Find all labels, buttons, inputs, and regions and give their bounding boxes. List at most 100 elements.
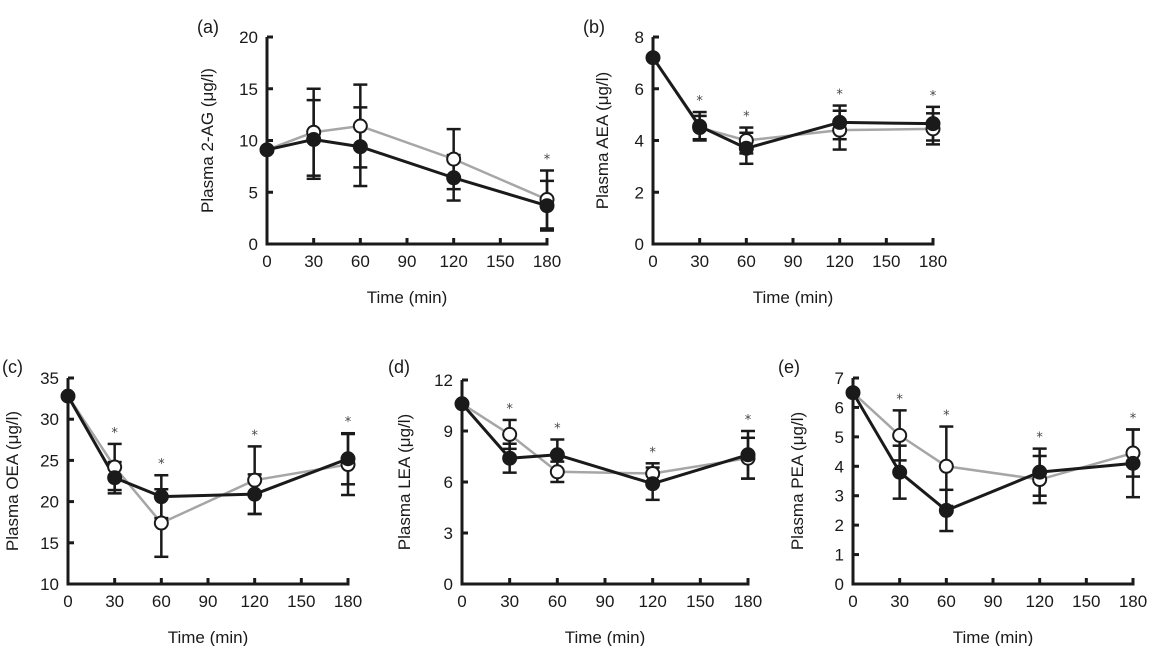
data-point-open xyxy=(502,426,518,442)
significance-asterisk: * xyxy=(1130,412,1137,427)
significance-asterisk: * xyxy=(943,409,950,424)
x-tick-label: 90 xyxy=(398,252,417,271)
y-tick-label: 6 xyxy=(835,398,844,417)
data-point-filled xyxy=(60,388,76,404)
x-axis-title: Time (min) xyxy=(367,288,448,307)
panel-label: (b) xyxy=(583,17,605,37)
x-tick-label: 120 xyxy=(825,252,853,271)
y-tick-label: 0 xyxy=(635,235,644,254)
significance-asterisk: * xyxy=(345,415,352,430)
significance-asterisk: * xyxy=(696,94,703,109)
significance-asterisk: * xyxy=(745,413,752,428)
x-tick-label: 30 xyxy=(690,252,709,271)
y-tick-label: 6 xyxy=(444,473,453,492)
data-point-filled xyxy=(1125,455,1141,471)
x-tick-label: 0 xyxy=(848,592,857,611)
y-tick-label: 7 xyxy=(835,369,844,388)
significance-asterisk: * xyxy=(158,457,165,472)
data-point-open xyxy=(352,118,368,134)
data-point-open xyxy=(549,464,565,480)
panel-label: (e) xyxy=(778,357,800,377)
panel-a: (a) 0 5 10 15 20 0 30 60 90 120 150 180 Time (min) Pla… xyxy=(197,17,561,307)
x-tick-label: 180 xyxy=(919,252,947,271)
data-point-filled xyxy=(107,470,123,486)
y-tick-label: 2 xyxy=(635,183,644,202)
x-tick-label: 90 xyxy=(199,592,218,611)
x-tick-label: 60 xyxy=(351,252,370,271)
y-tick-label: 0 xyxy=(835,575,844,594)
panel-c: (c) 10 15 20 25 30 35 0 30 60 90 120 150 180 Time (min… xyxy=(2,357,362,646)
y-tick-label: 35 xyxy=(40,369,59,388)
x-tick-label: 150 xyxy=(872,252,900,271)
x-tick-label: 30 xyxy=(304,252,323,271)
y-tick-label: 15 xyxy=(40,534,59,553)
y-tick-label: 0 xyxy=(249,235,258,254)
significance-asterisk: * xyxy=(506,402,513,417)
x-tick-label: 0 xyxy=(63,592,72,611)
panel-label: (c) xyxy=(2,357,23,377)
significance-asterisk: * xyxy=(743,110,750,125)
y-tick-label: 30 xyxy=(40,410,59,429)
x-tick-label: 60 xyxy=(937,592,956,611)
y-tick-label: 6 xyxy=(635,80,644,99)
y-tick-label: 8 xyxy=(635,28,644,47)
y-tick-label: 15 xyxy=(239,80,258,99)
data-point-filled xyxy=(539,198,555,214)
y-tick-label: 3 xyxy=(835,487,844,506)
x-axis-title: Time (min) xyxy=(753,288,834,307)
data-point-filled xyxy=(153,489,169,505)
y-tick-label: 0 xyxy=(444,575,453,594)
data-point-filled xyxy=(306,131,322,147)
y-axis-title: Plasma OEA (μg/l) xyxy=(3,411,22,551)
data-point-open xyxy=(938,458,954,474)
data-point-filled xyxy=(352,139,368,155)
x-tick-label: 0 xyxy=(648,252,657,271)
x-tick-label: 30 xyxy=(105,592,124,611)
data-point-filled xyxy=(832,114,848,130)
x-tick-label: 150 xyxy=(686,592,714,611)
x-tick-label: 30 xyxy=(500,592,519,611)
data-point-filled xyxy=(454,396,470,412)
data-point-open xyxy=(892,427,908,443)
y-axis-title: Plasma PEA (μg/l) xyxy=(788,412,807,550)
y-tick-label: 12 xyxy=(434,371,453,390)
x-tick-label: 90 xyxy=(784,252,803,271)
data-point-filled xyxy=(845,385,861,401)
x-tick-label: 120 xyxy=(638,592,666,611)
x-tick-label: 180 xyxy=(334,592,362,611)
x-tick-label: 150 xyxy=(1072,592,1100,611)
data-point-open xyxy=(153,515,169,531)
y-tick-label: 20 xyxy=(40,493,59,512)
y-tick-label: 3 xyxy=(444,524,453,543)
significance-asterisk: * xyxy=(649,445,656,460)
panel-label: (d) xyxy=(388,357,410,377)
x-tick-label: 120 xyxy=(1025,592,1053,611)
significance-asterisk: * xyxy=(111,426,118,441)
x-axis-title: Time (min) xyxy=(953,628,1034,646)
x-tick-label: 180 xyxy=(1119,592,1147,611)
data-point-open xyxy=(446,151,462,167)
y-tick-label: 9 xyxy=(444,422,453,441)
significance-asterisk: * xyxy=(930,89,937,104)
panel-b: (b) 0 2 4 6 8 0 30 60 90 120 150 180 Time (min) Plasma… xyxy=(583,17,947,307)
data-point-filled xyxy=(1032,464,1048,480)
panel-label: (a) xyxy=(197,17,219,37)
x-tick-label: 60 xyxy=(548,592,567,611)
x-tick-label: 180 xyxy=(734,592,762,611)
x-tick-label: 60 xyxy=(737,252,756,271)
data-point-filled xyxy=(738,140,754,156)
data-point-filled xyxy=(549,447,565,463)
x-axis-title: Time (min) xyxy=(168,628,249,646)
y-tick-label: 10 xyxy=(40,575,59,594)
y-tick-label: 20 xyxy=(239,28,258,47)
data-point-filled xyxy=(645,50,661,66)
data-point-filled xyxy=(446,170,462,186)
significance-asterisk: * xyxy=(554,422,561,437)
x-axis-title: Time (min) xyxy=(565,628,646,646)
x-tick-label: 90 xyxy=(596,592,615,611)
y-tick-label: 5 xyxy=(835,428,844,447)
x-tick-label: 0 xyxy=(262,252,271,271)
series-line-filled xyxy=(651,56,934,150)
